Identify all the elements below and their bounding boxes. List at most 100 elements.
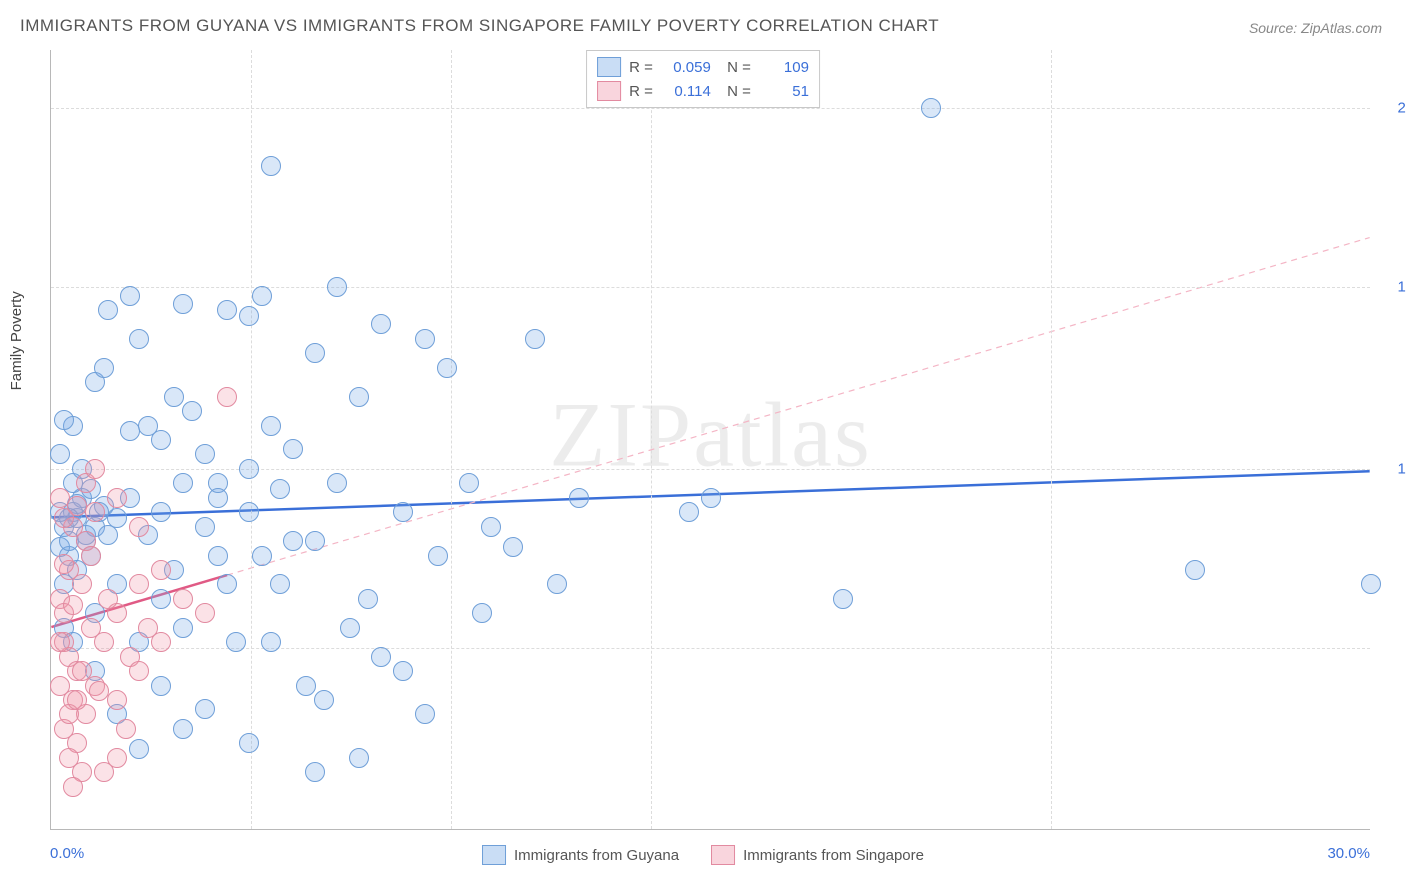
scatter-point bbox=[547, 574, 567, 594]
scatter-point bbox=[129, 574, 149, 594]
scatter-point bbox=[129, 329, 149, 349]
stats-row-guyana: R = 0.059 N = 109 bbox=[597, 55, 809, 79]
scatter-point bbox=[151, 560, 171, 580]
v-gridline bbox=[251, 50, 252, 829]
scatter-point bbox=[67, 496, 87, 516]
h-gridline bbox=[51, 287, 1370, 288]
watermark-text: ZIPatlas bbox=[549, 381, 872, 487]
scatter-point bbox=[239, 306, 259, 326]
v-gridline bbox=[451, 50, 452, 829]
scatter-point bbox=[415, 704, 435, 724]
scatter-point bbox=[371, 314, 391, 334]
scatter-point bbox=[1361, 574, 1381, 594]
swatch-blue-icon bbox=[482, 845, 506, 865]
swatch-blue-icon bbox=[597, 57, 621, 77]
stat-n-guyana: 109 bbox=[759, 59, 809, 76]
scatter-point bbox=[252, 286, 272, 306]
scatter-point bbox=[85, 459, 105, 479]
scatter-point bbox=[50, 632, 70, 652]
scatter-point bbox=[305, 343, 325, 363]
v-gridline bbox=[1051, 50, 1052, 829]
stats-legend-box: R = 0.059 N = 109 R = 0.114 N = 51 bbox=[586, 50, 820, 108]
scatter-point bbox=[314, 690, 334, 710]
scatter-point bbox=[50, 444, 70, 464]
scatter-point bbox=[129, 739, 149, 759]
legend-item-guyana: Immigrants from Guyana bbox=[482, 845, 679, 865]
v-gridline bbox=[651, 50, 652, 829]
scatter-point bbox=[393, 661, 413, 681]
scatter-point bbox=[217, 300, 237, 320]
scatter-point bbox=[98, 589, 118, 609]
y-axis-label: Family Poverty bbox=[8, 291, 25, 390]
scatter-point bbox=[296, 676, 316, 696]
scatter-point bbox=[173, 294, 193, 314]
scatter-point bbox=[283, 531, 303, 551]
scatter-point bbox=[239, 733, 259, 753]
scatter-point bbox=[679, 502, 699, 522]
scatter-point bbox=[459, 473, 479, 493]
scatter-point bbox=[63, 777, 83, 797]
scatter-point bbox=[195, 699, 215, 719]
y-tick-label: 12.5% bbox=[1380, 460, 1406, 477]
scatter-point bbox=[270, 574, 290, 594]
stat-label-n: N = bbox=[719, 83, 751, 100]
scatter-point bbox=[195, 517, 215, 537]
trend-line-extrapolated bbox=[227, 238, 1370, 576]
h-gridline bbox=[51, 648, 1370, 649]
stats-row-singapore: R = 0.114 N = 51 bbox=[597, 79, 809, 103]
scatter-point bbox=[481, 517, 501, 537]
stat-r-guyana: 0.059 bbox=[661, 59, 711, 76]
scatter-point bbox=[138, 416, 158, 436]
scatter-point bbox=[195, 603, 215, 623]
scatter-point bbox=[349, 387, 369, 407]
scatter-point bbox=[252, 546, 272, 566]
scatter-point bbox=[151, 502, 171, 522]
scatter-point bbox=[72, 661, 92, 681]
legend-label-singapore: Immigrants from Singapore bbox=[743, 847, 924, 864]
legend-item-singapore: Immigrants from Singapore bbox=[711, 845, 924, 865]
trend-lines-layer bbox=[51, 50, 1370, 829]
scatter-point bbox=[833, 589, 853, 609]
y-tick-label: 18.8% bbox=[1380, 278, 1406, 295]
scatter-point bbox=[270, 479, 290, 499]
scatter-point bbox=[217, 574, 237, 594]
stat-label-r: R = bbox=[629, 83, 653, 100]
scatter-point bbox=[151, 632, 171, 652]
scatter-point bbox=[173, 589, 193, 609]
x-axis-min-label: 0.0% bbox=[50, 845, 84, 862]
scatter-point bbox=[437, 358, 457, 378]
y-tick-label: 6.3% bbox=[1380, 640, 1406, 657]
scatter-point bbox=[701, 488, 721, 508]
scatter-point bbox=[283, 439, 303, 459]
scatter-point bbox=[261, 156, 281, 176]
scatter-point bbox=[208, 546, 228, 566]
scatter-point bbox=[173, 618, 193, 638]
scatter-point bbox=[129, 661, 149, 681]
scatter-point bbox=[182, 401, 202, 421]
scatter-point bbox=[226, 632, 246, 652]
scatter-point bbox=[239, 459, 259, 479]
scatter-point bbox=[503, 537, 523, 557]
scatter-point bbox=[525, 329, 545, 349]
scatter-point bbox=[89, 681, 109, 701]
scatter-point bbox=[217, 387, 237, 407]
scatter-point bbox=[98, 300, 118, 320]
chart-title: IMMIGRANTS FROM GUYANA VS IMMIGRANTS FRO… bbox=[20, 16, 939, 36]
scatter-point bbox=[340, 618, 360, 638]
stat-label-r: R = bbox=[629, 59, 653, 76]
scatter-point bbox=[94, 632, 114, 652]
scatter-point bbox=[327, 473, 347, 493]
swatch-pink-icon bbox=[711, 845, 735, 865]
scatter-point bbox=[129, 517, 149, 537]
scatter-point bbox=[208, 488, 228, 508]
scatter-point bbox=[921, 98, 941, 118]
scatter-point bbox=[120, 286, 140, 306]
scatter-point bbox=[569, 488, 589, 508]
scatter-point bbox=[195, 444, 215, 464]
scatter-point bbox=[107, 690, 127, 710]
scatter-point bbox=[173, 473, 193, 493]
scatter-point bbox=[67, 690, 87, 710]
scatter-point bbox=[358, 589, 378, 609]
stat-r-singapore: 0.114 bbox=[661, 83, 711, 100]
series-legend: Immigrants from Guyana Immigrants from S… bbox=[482, 845, 924, 865]
